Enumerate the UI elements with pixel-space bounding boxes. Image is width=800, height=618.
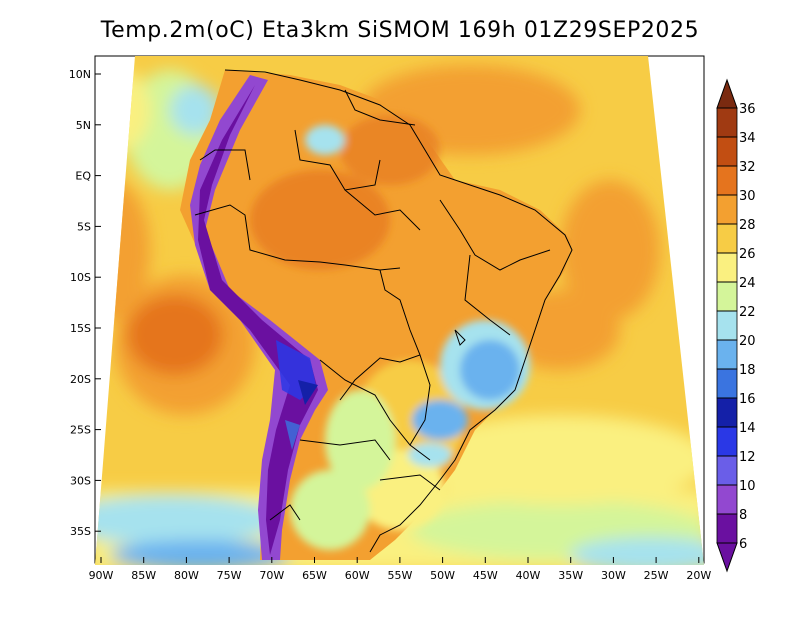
- colorbar-swatch: [716, 252, 738, 283]
- colorbar-label: 30: [739, 189, 756, 204]
- colorbar-swatch: [716, 165, 738, 196]
- colorbar-swatch: [716, 484, 738, 515]
- lon-tick-label: 35W: [558, 569, 583, 582]
- colorbar-label: 18: [739, 363, 756, 378]
- colorbar-label: 28: [739, 218, 756, 233]
- country-borders: [194, 69, 573, 553]
- colorbar-swatch: [716, 339, 738, 370]
- colorbar-label: 16: [739, 392, 756, 407]
- colorbar-label: 10: [739, 479, 756, 494]
- lon-tick-label: 65W: [302, 569, 327, 582]
- colorbar-swatch: [716, 194, 738, 225]
- colorbar-label: 12: [739, 450, 756, 465]
- colorbar-swatch: [716, 513, 738, 544]
- lat-tick-label: 35S: [70, 525, 91, 538]
- colorbar-label: 8: [739, 508, 747, 523]
- lon-tick-label: 90W: [89, 569, 114, 582]
- colorbar-label: 22: [739, 305, 756, 320]
- lon-tick-label: 45W: [473, 569, 498, 582]
- lat-tick-label: 20S: [70, 373, 91, 386]
- lon-tick-label: 85W: [131, 569, 156, 582]
- colorbar-label: 36: [739, 102, 756, 117]
- temperature-field: [95, 56, 704, 565]
- lat-tick-label: 10S: [70, 271, 91, 284]
- colorbar-label: 32: [739, 160, 756, 175]
- colorbar-swatch: [716, 455, 738, 486]
- colorbar-swatch: [716, 426, 738, 457]
- colorbar: 36 34 32 30 28 26 24 22 20 18 16 14 12 10 8 6: [716, 78, 756, 573]
- colorbar-label: 14: [739, 421, 756, 436]
- lon-tick-label: 50W: [430, 569, 455, 582]
- lon-tick-label: 75W: [217, 569, 242, 582]
- colorbar-swatch: [716, 368, 738, 399]
- colorbar-swatch: [716, 397, 738, 428]
- lon-tick-label: 55W: [387, 569, 412, 582]
- colorbar-swatch: [716, 310, 738, 341]
- colorbar-label: 20: [739, 334, 756, 349]
- colorbar-swatch: [716, 223, 738, 254]
- lat-tick-label: EQ: [75, 170, 91, 183]
- lat-tick-label: 10N: [69, 68, 91, 81]
- colorbar-swatch: [716, 281, 738, 312]
- lat-tick-label: 30S: [70, 474, 91, 487]
- lon-tick-label: 20W: [686, 569, 711, 582]
- lon-tick-label: 25W: [644, 569, 669, 582]
- map-title: Temp.2m(oC) Eta3km SiSMOM 169h 01Z29SEP2…: [100, 18, 700, 43]
- latitude-axis: 10N 5N EQ 5S 10S 15S 20S 25S 30S 35S: [69, 68, 101, 538]
- lat-tick-label: 5S: [77, 220, 91, 233]
- lon-tick-label: 70W: [259, 569, 284, 582]
- lon-tick-label: 30W: [601, 569, 626, 582]
- colorbar-label: 26: [739, 247, 756, 262]
- lon-tick-label: 60W: [345, 569, 370, 582]
- lat-tick-label: 15S: [70, 322, 91, 335]
- colorbar-bottom-arrow: [716, 542, 738, 573]
- lat-tick-label: 25S: [70, 424, 91, 437]
- colorbar-swatch: [716, 136, 738, 167]
- lat-tick-label: 5N: [76, 119, 91, 132]
- colorbar-top-arrow: [716, 78, 738, 109]
- colorbar-label: 24: [739, 276, 756, 291]
- colorbar-label: 34: [739, 131, 756, 146]
- longitude-axis: 90W 85W 80W 75W 70W 65W 60W 55W 50W 45W 40W 35W 30W 2…: [89, 557, 711, 582]
- colorbar-swatch: [716, 107, 738, 138]
- lon-tick-label: 40W: [516, 569, 541, 582]
- colorbar-label: 6: [739, 537, 747, 552]
- lon-tick-label: 80W: [174, 569, 199, 582]
